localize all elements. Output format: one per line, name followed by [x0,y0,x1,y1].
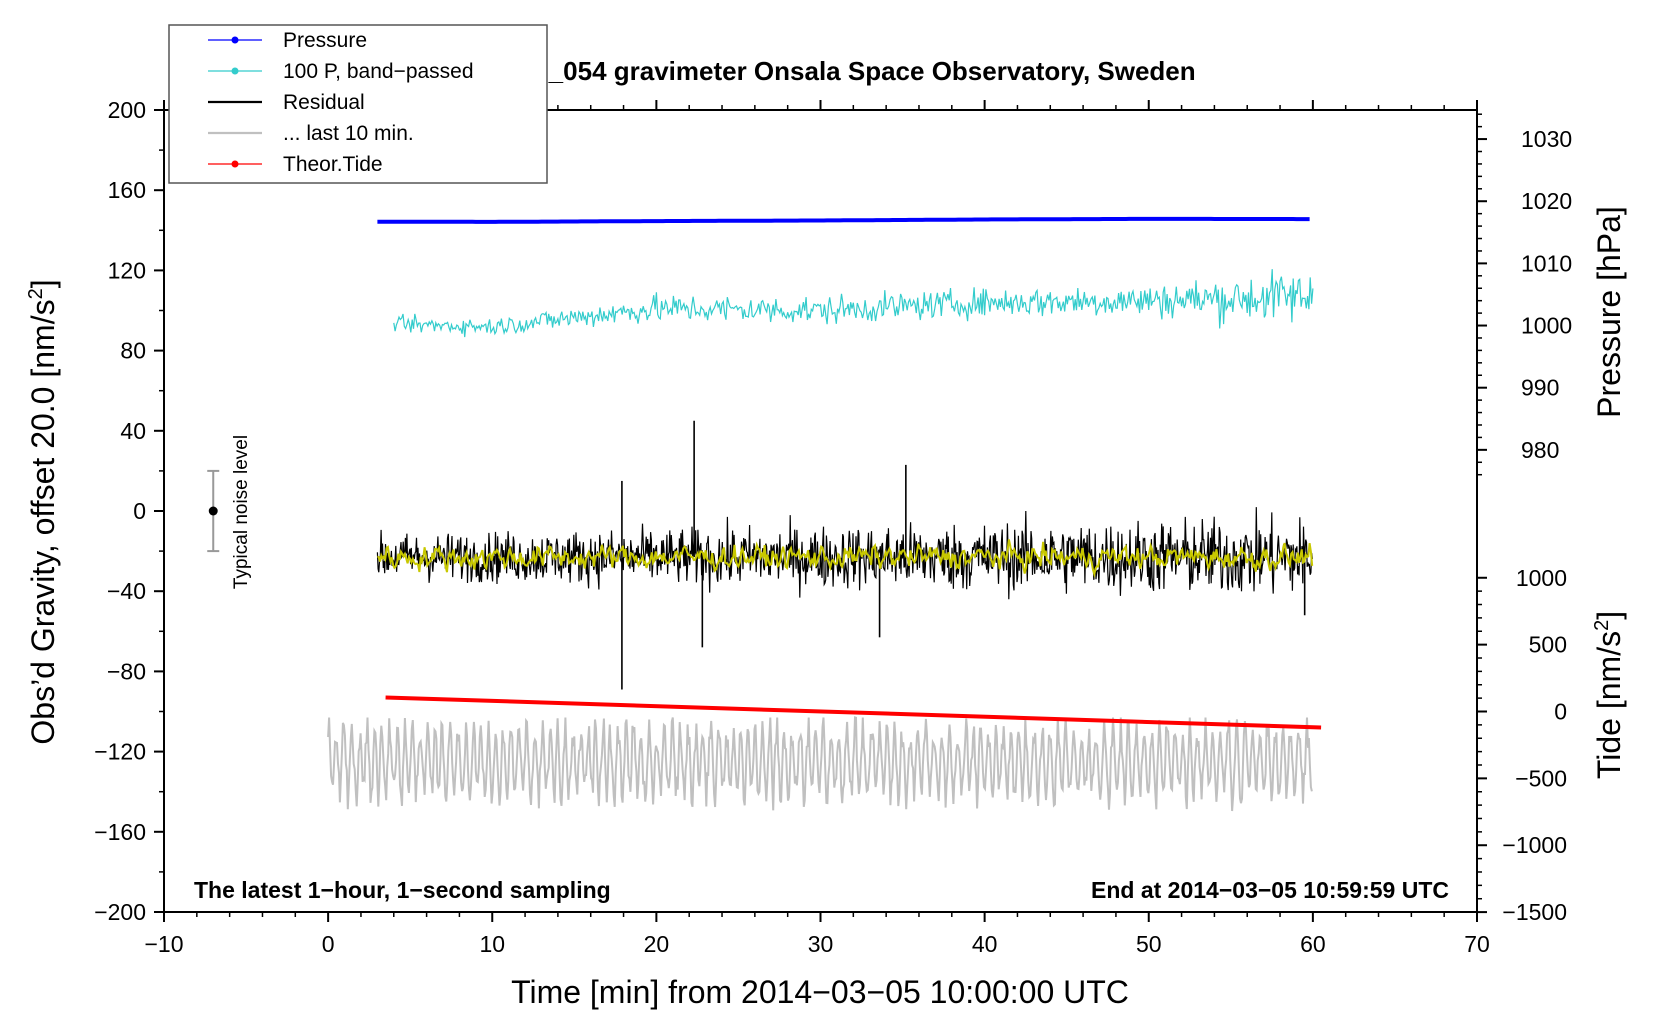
y-axis-label-gravity-sup: 2 [25,288,47,299]
series-line-last-10-min [327,716,1313,812]
y-axis-label-gravity-end: ] [25,279,61,288]
x-axis: −10 0 10 20 30 40 50 60 70 [144,100,1490,957]
annotation-end-time: End at 2014−03−05 10:59:59 UTC [1091,877,1449,903]
legend-label: Pressure [283,29,367,52]
pressure-tick-label: 1020 [1521,188,1572,214]
y-axis-label-pressure: Pressure [hPa] [1591,206,1627,418]
y-tick-label: 0 [133,498,146,524]
legend-marker [231,67,239,75]
legend-box [168,24,548,184]
pressure-tick-label: 1010 [1521,250,1572,276]
y-axis-label-gravity-main: Obs’d Gravity, offset 20.0 [nm/s [25,299,61,744]
legend-label: ... last 10 min. [283,122,414,145]
annotation-sampling: The latest 1−hour, 1−second sampling [194,877,611,903]
y-axis-gravity: 200 160 120 80 40 0 −40 −80 −120 −160 −200 [94,97,164,925]
tide-tick-label: 500 [1529,632,1567,658]
tide-tick-label: 0 [1554,699,1567,725]
x-tick-label: 50 [1136,931,1162,957]
x-tick-label: 70 [1464,931,1490,957]
series-line-band-passed [393,269,1314,338]
y-tick-label: −40 [107,578,146,604]
legend-label: Theor.Tide [283,153,383,176]
series-line-residual-smoothed [377,539,1314,579]
tide-tick-label: 1000 [1516,565,1567,591]
y-tick-label: 40 [120,418,146,444]
y-axis-label-gravity: Obs’d Gravity, offset 20.0 [nm/s2] [25,279,61,744]
noise-level-marker [207,469,220,553]
pressure-tick-label: 990 [1521,375,1559,401]
y-tick-label: −200 [94,899,146,925]
y-tick-label: 160 [108,177,146,203]
x-tick-label: 40 [972,931,998,957]
y-axis-tide: 1000 500 0 −500 −1000 −1500 [1477,565,1567,925]
series-line-theor-tide [385,695,1322,730]
legend-marker [231,160,239,168]
y-tick-label: −160 [94,819,146,845]
y-tick-label: 120 [108,257,146,283]
x-tick-label: 60 [1300,931,1326,957]
y-axis-label-tide-end: ] [1591,611,1627,620]
y-tick-label: −80 [107,658,146,684]
tide-tick-label: −1000 [1502,832,1567,858]
x-tick-label: 30 [808,931,834,957]
noise-level-label: Typical noise level [231,435,252,589]
x-tick-label: 0 [322,931,335,957]
pressure-tick-label: 1030 [1521,126,1572,152]
legend-label: Residual [283,91,365,114]
tide-tick-label: −1500 [1502,899,1567,925]
pressure-tick-label: 1000 [1521,313,1572,339]
legend-label: 100 P, band−passed [283,60,474,83]
y-axis-label-tide-sup: 2 [1591,620,1613,631]
legend: Pressure 100 P, band−passed Residual ... la… [168,24,548,184]
x-tick-label: 20 [644,931,670,957]
series-line-pressure [377,216,1310,224]
pressure-tick-label: 980 [1521,437,1559,463]
noise-center-dot [208,506,218,516]
y-tick-label: −120 [94,739,146,765]
y-axis-pressure: 1030 1020 1010 1000 990 980 [1477,113,1572,476]
legend-marker [231,36,239,44]
series-layer [327,216,1322,812]
y-axis-label-tide-main: Tide [nm/s [1591,631,1627,779]
tide-tick-label: −500 [1515,765,1567,791]
y-tick-label: 80 [120,338,146,364]
y-axis-label-tide: Tide [nm/s2] [1591,611,1627,779]
y-tick-label: 200 [108,97,146,123]
x-axis-label: Time [min] from 2014−03−05 10:00:00 UTC [511,974,1129,1010]
series-line-residual [376,507,1313,600]
chart-title: SCG_054 gravimeter Onsala Space Observat… [492,56,1195,86]
x-tick-label: 10 [479,931,505,957]
x-tick-label: −10 [144,931,183,957]
